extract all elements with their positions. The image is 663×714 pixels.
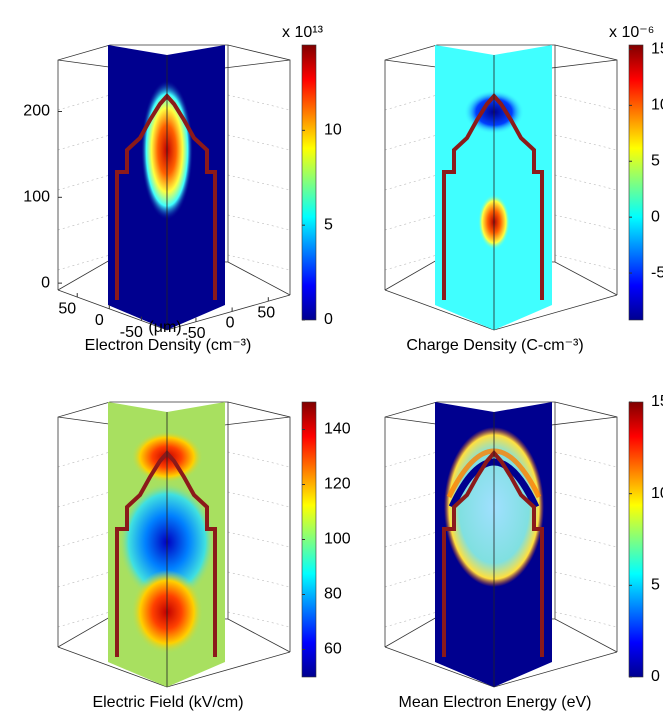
grid-line: [554, 214, 618, 231]
colorbar: [628, 44, 644, 321]
grid: [57, 94, 291, 271]
grid-line: [227, 174, 291, 191]
grid-line: [57, 451, 111, 468]
colorbar: [628, 401, 644, 678]
grid-line: [554, 254, 618, 271]
colorbar-tick-label: 0: [324, 311, 333, 328]
colorbar-tick-label: 0: [651, 208, 660, 225]
grid-line: [554, 571, 618, 588]
grid-line: [57, 134, 111, 151]
grid-line: [57, 611, 111, 628]
grid-line: [57, 571, 111, 588]
colorbar-tick-label: 100: [324, 531, 351, 548]
slice: [435, 45, 552, 330]
z-tick-label: 0: [41, 274, 50, 291]
grid-line: [554, 451, 618, 468]
grid-line: [384, 611, 438, 628]
box-edge: [384, 44, 618, 295]
grid-line: [227, 134, 291, 151]
colorbar-tick-label: -5: [651, 264, 663, 281]
panel-title: Mean Electron Energy (eV): [399, 694, 592, 711]
grid-line: [57, 254, 111, 271]
colorbar-tick-label: 15: [651, 41, 663, 58]
grid-line: [554, 94, 618, 111]
grid-line: [384, 571, 438, 588]
panel: Mean Electron Energy (eV) 0 5 10 15: [384, 393, 663, 711]
grid-line: [384, 254, 438, 271]
colorbar-tick-label: 120: [324, 476, 351, 493]
grid: [57, 451, 291, 628]
colorbar-tick-label: 10: [324, 122, 342, 139]
grid-line: [384, 531, 438, 548]
panel: Charge Density (C-cm⁻³) -5 0 5 10 15x 10⁻⁶: [384, 24, 663, 354]
grid-line: [227, 214, 291, 231]
x-tick-label: 50: [58, 300, 76, 317]
panel-title: Electron Density (cm⁻³): [85, 337, 252, 354]
y-tick-label: 0: [226, 315, 235, 332]
grid-line: [227, 491, 291, 508]
grid-line: [384, 134, 438, 151]
panel-title: Electric Field (kV/cm): [92, 694, 243, 711]
colorbar-tick-label: 5: [324, 216, 333, 233]
grid-line: [227, 571, 291, 588]
z-tick-label: 200: [23, 103, 50, 120]
grid-line: [384, 94, 438, 111]
grid-line: [57, 214, 111, 231]
axis-label: (μm): [148, 319, 181, 336]
colorbar-tick-label: 5: [651, 152, 660, 169]
colorbar: [301, 44, 317, 321]
y-tick-label: 50: [257, 304, 275, 321]
grid-line: [554, 611, 618, 628]
grid-line: [554, 174, 618, 191]
grid-line: [384, 214, 438, 231]
grid-line: [57, 491, 111, 508]
box-edge: [57, 401, 291, 652]
grid-line: [384, 451, 438, 468]
box-edge: [384, 401, 618, 652]
colorbar-scale: x 10⁻⁶: [609, 24, 654, 41]
grid-line: [227, 254, 291, 271]
colorbar-tick-label: 80: [324, 586, 342, 603]
colorbar-tick-label: 140: [324, 421, 351, 438]
colorbar-tick-label: 60: [324, 641, 342, 658]
grid-line: [57, 174, 111, 191]
grid-line: [384, 491, 438, 508]
panel-title: Charge Density (C-cm⁻³): [406, 337, 583, 354]
colorbar-tick-label: 5: [651, 577, 660, 594]
grid-line: [57, 531, 111, 548]
grid-line: [554, 491, 618, 508]
y-tick-label: -50: [182, 325, 205, 342]
panel: Electron Density (cm⁻³) 0 5 10 x 10¹³ 0 100 200…: [23, 24, 342, 354]
grid-line: [384, 174, 438, 191]
colorbar-tick-label: 0: [651, 668, 660, 685]
panel: Electric Field (kV/cm) 60 80 100 120 140: [57, 401, 351, 711]
colorbar-tick-label: 10: [651, 485, 663, 502]
grid-line: [227, 451, 291, 468]
x-tick-label: 0: [95, 312, 104, 329]
grid: [384, 451, 618, 628]
grid-line: [227, 611, 291, 628]
grid-line: [554, 531, 618, 548]
grid-line: [227, 531, 291, 548]
z-tick-label: 100: [23, 189, 50, 206]
colorbar-tick-label: 15: [651, 393, 663, 410]
grid-line: [227, 94, 291, 111]
colorbar-scale: x 10¹³: [282, 24, 324, 41]
grid: [384, 94, 618, 271]
box-edge: [57, 44, 291, 295]
grid-line: [57, 94, 111, 111]
colorbar-tick-label: 10: [651, 97, 663, 114]
grid-line: [554, 134, 618, 151]
x-tick-label: -50: [120, 324, 143, 341]
